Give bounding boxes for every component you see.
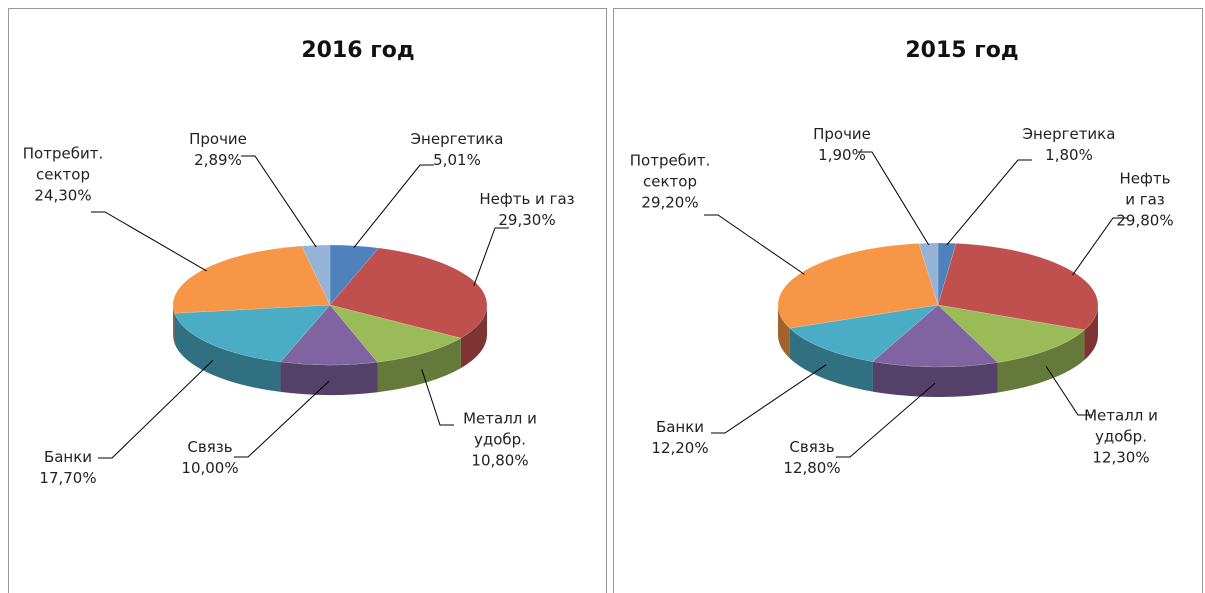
pie-slice	[172, 245, 331, 314]
value-label: 24,30%	[34, 186, 92, 205]
leader-line	[234, 380, 330, 458]
pie-slice	[872, 304, 999, 368]
category-label: Потребит. сектор	[629, 151, 711, 191]
pie-side	[872, 361, 998, 397]
data-label: Прочие 1,90%	[813, 124, 871, 166]
data-label: Энергетика 1,80%	[1023, 124, 1116, 166]
value-label: 1,90%	[818, 146, 866, 164]
pie-slice	[918, 242, 939, 306]
category-label: Прочие	[189, 130, 247, 148]
category-label: Нефть и газ	[1119, 169, 1171, 209]
data-label: Прочие 2,89%	[189, 129, 247, 171]
category-label: Потребит. сектор	[22, 144, 104, 184]
data-label: Банки 12,20%	[651, 417, 708, 459]
data-label: Нефть и газ 29,30%	[479, 189, 574, 231]
data-label: Связь 10,00%	[181, 437, 238, 479]
pie-slice	[329, 304, 462, 363]
value-label: 10,00%	[181, 459, 239, 477]
data-label: Банки 17,70%	[39, 447, 96, 489]
leader-line	[473, 227, 509, 287]
value-label: 1,80%	[1045, 146, 1093, 164]
pie-slice	[174, 304, 331, 363]
category-label: Связь	[187, 438, 233, 456]
pie-slice	[937, 304, 1085, 363]
pie-side	[280, 361, 378, 396]
value-label: 12,20%	[651, 439, 709, 457]
leader-line	[836, 382, 936, 458]
value-label: 29,80%	[1116, 211, 1174, 230]
value-label: 2,89%	[194, 151, 242, 169]
pie-slice	[789, 304, 939, 362]
data-label: Потребит. сектор 24,30%	[23, 144, 103, 207]
category-label: Связь	[789, 438, 835, 456]
pie-side	[377, 338, 461, 393]
leader-line	[98, 359, 214, 459]
pie-slice	[937, 243, 1099, 331]
pie-side	[174, 313, 281, 392]
pie-slice	[937, 242, 957, 306]
value-label: 29,20%	[641, 193, 699, 212]
category-label: Энергетика	[1022, 125, 1116, 143]
pie-slice	[777, 243, 939, 329]
leader-line	[1072, 217, 1127, 276]
data-label: Связь 12,80%	[783, 437, 840, 479]
pie-side	[460, 305, 487, 369]
value-label: 12,80%	[783, 459, 841, 477]
data-label: Металл и удобр. 12,30%	[1084, 406, 1158, 469]
data-label: Энергетика 5,01%	[411, 129, 504, 171]
pie-side	[778, 305, 790, 359]
leader-line	[241, 155, 317, 248]
chart-title: 2016 год	[301, 38, 415, 63]
pie-side	[173, 305, 175, 344]
data-label: Металл и удобр. 10,80%	[463, 409, 537, 472]
leader-line	[91, 211, 207, 272]
pie-slice	[279, 304, 378, 366]
leader-line	[711, 364, 827, 434]
pie-slice	[329, 244, 380, 306]
value-label: 10,80%	[471, 451, 529, 470]
category-label: Металл и удобр.	[463, 409, 537, 449]
value-label: 29,30%	[498, 211, 556, 229]
chart-title: 2015 год	[905, 38, 1019, 63]
leader-line	[704, 214, 805, 275]
category-label: Прочие	[813, 125, 871, 143]
value-label: 12,30%	[1092, 448, 1150, 467]
data-label: Потребит. сектор 29,20%	[630, 151, 710, 214]
data-label: Нефть и газ 29,80%	[1115, 169, 1175, 232]
leader-line	[1045, 365, 1092, 416]
pie-slice	[329, 247, 488, 339]
category-label: Металл и удобр.	[1084, 406, 1158, 446]
leader-line	[858, 151, 930, 246]
category-label: Банки	[655, 418, 705, 436]
pie-side	[997, 329, 1085, 393]
category-label: Энергетика	[410, 130, 504, 148]
leader-line	[421, 369, 454, 426]
leader-line	[946, 159, 1032, 246]
category-label: Нефть и газ	[479, 190, 575, 208]
pie-slice	[301, 244, 331, 306]
pie-side	[1084, 305, 1098, 360]
pie-side	[789, 328, 873, 392]
value-label: 5,01%	[433, 151, 481, 169]
leader-line	[353, 164, 434, 248]
value-label: 17,70%	[39, 469, 97, 487]
category-label: Банки	[43, 448, 93, 466]
